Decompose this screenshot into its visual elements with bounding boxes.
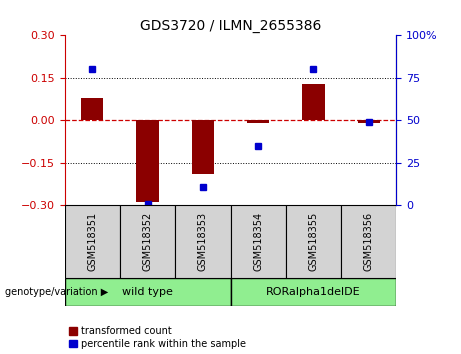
Bar	[286, 205, 341, 278]
Bar	[230, 278, 396, 306]
Bar	[341, 205, 396, 278]
Text: GSM518356: GSM518356	[364, 212, 374, 271]
Text: GSM518351: GSM518351	[87, 212, 97, 271]
Text: GSM518354: GSM518354	[253, 212, 263, 271]
Bar	[192, 120, 214, 174]
Bar	[65, 278, 230, 306]
Bar	[136, 120, 159, 202]
Bar	[120, 205, 175, 278]
Text: GSM518353: GSM518353	[198, 212, 208, 271]
Bar	[175, 205, 230, 278]
Text: GSM518355: GSM518355	[308, 212, 319, 271]
Text: GSM518352: GSM518352	[142, 212, 153, 271]
Bar	[81, 98, 103, 120]
Legend: transformed count, percentile rank within the sample: transformed count, percentile rank withi…	[70, 326, 246, 349]
Bar	[230, 205, 286, 278]
Title: GDS3720 / ILMN_2655386: GDS3720 / ILMN_2655386	[140, 19, 321, 33]
Bar	[302, 84, 325, 120]
Text: RORalpha1delDE: RORalpha1delDE	[266, 287, 361, 297]
Bar	[65, 205, 120, 278]
Text: wild type: wild type	[122, 287, 173, 297]
Bar	[247, 120, 269, 123]
Bar	[358, 120, 380, 123]
Text: genotype/variation ▶: genotype/variation ▶	[5, 287, 108, 297]
